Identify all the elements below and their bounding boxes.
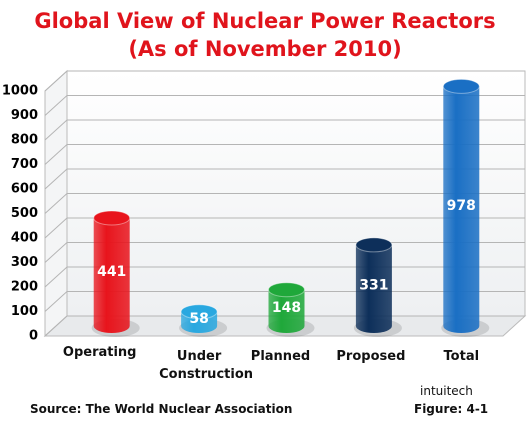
bar-top bbox=[442, 78, 480, 94]
y-tick-label: 600 bbox=[11, 182, 38, 197]
bar-top bbox=[93, 210, 131, 226]
source: Source: The World Nuclear Association bbox=[30, 402, 293, 416]
grid-line bbox=[44, 168, 525, 190]
bar bbox=[443, 86, 480, 333]
bar-top bbox=[180, 304, 218, 320]
figure-label: Figure: 4-1 bbox=[414, 402, 489, 416]
bar-top bbox=[268, 282, 305, 298]
credit: intuitech bbox=[420, 384, 473, 398]
y-tick-label: 400 bbox=[11, 231, 38, 246]
grid-line bbox=[44, 95, 525, 116]
bar-group: 58 bbox=[179, 304, 228, 337]
x-tick-label: Planned bbox=[250, 349, 311, 364]
bar bbox=[93, 217, 130, 333]
chart-subtitle: (As of November 2010) bbox=[128, 37, 401, 61]
y-tick-label: 700 bbox=[11, 157, 38, 172]
bar-group: 441 bbox=[91, 210, 140, 337]
grid-line bbox=[44, 119, 525, 141]
y-tick-label: 500 bbox=[11, 206, 38, 221]
x-tick-label: Total bbox=[443, 349, 480, 364]
value-label: 331 bbox=[359, 277, 388, 293]
value-label: 978 bbox=[447, 198, 476, 214]
value-label: 58 bbox=[189, 311, 208, 327]
bar-group: 331 bbox=[353, 237, 402, 337]
x-tick-label: Operating bbox=[62, 345, 137, 360]
y-tick-label: 0 bbox=[29, 329, 38, 344]
grid-line bbox=[44, 193, 525, 214]
grid-line bbox=[44, 70, 525, 92]
bar bbox=[355, 244, 392, 333]
y-tick-label: 1000 bbox=[2, 84, 38, 99]
y-tick-label: 200 bbox=[11, 280, 38, 295]
y-tick-label: 300 bbox=[11, 255, 38, 270]
bar-top bbox=[355, 237, 393, 253]
bar-group: 148 bbox=[266, 282, 315, 337]
value-label: 148 bbox=[272, 300, 301, 316]
bar-group: 978 bbox=[441, 78, 490, 337]
x-tick-label: Under Construction bbox=[159, 349, 254, 382]
grid-line bbox=[44, 217, 525, 239]
y-tick-label: 900 bbox=[11, 108, 38, 123]
bar bbox=[268, 289, 305, 333]
y-tick-label: 100 bbox=[11, 304, 38, 319]
x-tick-label: Proposed bbox=[336, 349, 406, 364]
chart-title: Global View of Nuclear Power Reactors bbox=[34, 9, 495, 33]
value-label: 441 bbox=[97, 264, 126, 280]
y-tick-label: 800 bbox=[11, 133, 38, 148]
grid-line bbox=[44, 144, 525, 165]
